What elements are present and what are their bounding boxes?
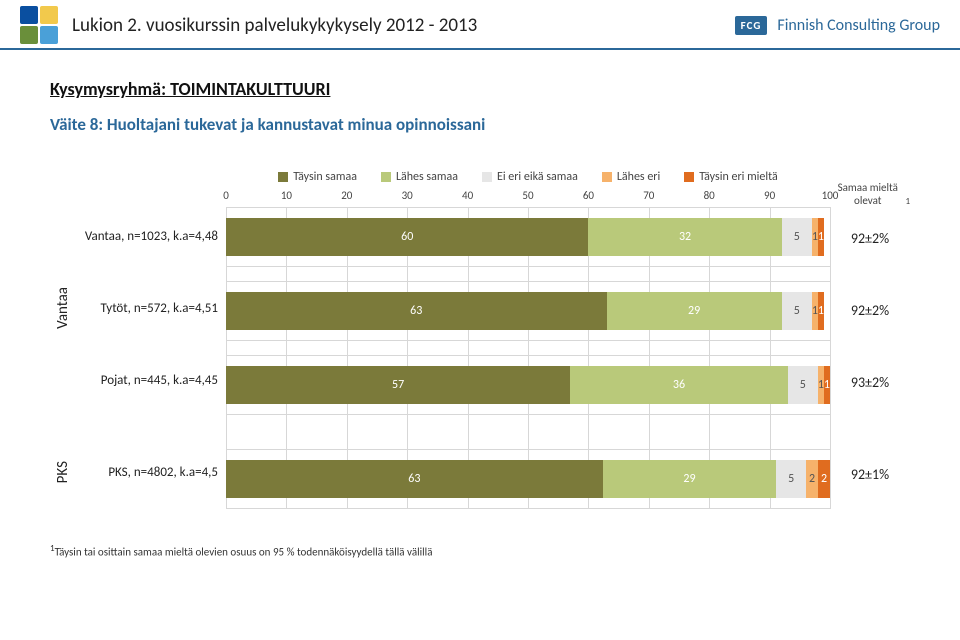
bar-segment: 2 — [818, 460, 830, 498]
legend: Täysin samaa Lähes samaa Ei eri eikä samaa… — [226, 165, 830, 189]
axis-tick: 90 — [764, 189, 775, 202]
legend-item: Ei eri eikä samaa — [482, 170, 578, 184]
legend-swatch — [482, 172, 492, 182]
bar-track: 6329522 — [226, 460, 830, 498]
claim-text: Väite 8: Huoltajani tukevat ja kannustav… — [50, 114, 910, 135]
plot-area: 6032511632951157365116329522 — [226, 207, 830, 509]
bar-row: 5736511 — [226, 355, 830, 415]
legend-swatch — [602, 172, 612, 182]
bar-segment: 29 — [607, 292, 782, 330]
axis-tick: 40 — [462, 189, 473, 202]
axis-tick: 10 — [281, 189, 292, 202]
legend-label: Lähes samaa — [396, 170, 458, 184]
header: Lukion 2. vuosikurssin palvelukykykysely… — [0, 0, 960, 50]
page-title: Lukion 2. vuosikurssin palvelukykykysely… — [72, 14, 477, 37]
crest-icon — [20, 6, 58, 44]
legend-item: Täysin samaa — [278, 170, 357, 184]
brand-box: FCG — [735, 16, 768, 35]
legend-swatch — [278, 172, 288, 182]
axis-tick: 70 — [643, 189, 654, 202]
brand-text: Finnish Consulting Group — [777, 16, 940, 35]
bar-segment: 5 — [776, 460, 806, 498]
axis-tick: 50 — [522, 189, 533, 202]
result-value: 93±2% — [830, 353, 910, 411]
row-label-col: Vantaa, n=1023, k.a=4,48 Tytöt, n=572, k.… — [76, 165, 226, 509]
bar-segment: 5 — [788, 366, 818, 404]
legend-item: Täysin eri mieltä — [684, 170, 778, 184]
result-value: 92±2% — [830, 209, 910, 267]
axis-tick: 80 — [704, 189, 715, 202]
axis-tick: 60 — [583, 189, 594, 202]
bar-segment: 63 — [226, 460, 603, 498]
axis-tick: 100 — [822, 189, 839, 202]
brand: FCG Finnish Consulting Group — [735, 16, 940, 35]
bar-segment: 1 — [818, 218, 824, 256]
group-side-label: Vantaa — [48, 287, 78, 329]
row-label: Vantaa, n=1023, k.a=4,48 — [76, 207, 226, 265]
bar-segment: 1 — [818, 292, 824, 330]
row-label: PKS, n=4802, k.a=4,5 — [76, 443, 226, 501]
legend-item: Lähes eri — [602, 170, 660, 184]
result-value: 92±1% — [830, 445, 910, 503]
side-label-col: Vantaa PKS — [50, 165, 76, 509]
legend-swatch — [684, 172, 694, 182]
result-col: Samaa mieltä olevat192±2%92±2%93±2%92±1% — [830, 165, 910, 509]
bar-segment: 5 — [782, 292, 812, 330]
legend-item: Lähes samaa — [381, 170, 458, 184]
legend-label: Täysin eri mieltä — [699, 170, 778, 184]
bar-track: 5736511 — [226, 366, 830, 404]
bar-segment: 5 — [782, 218, 812, 256]
chart: Vantaa PKS Vantaa, n=1023, k.a=4,48 Tytöt,… — [50, 165, 910, 509]
footnote: 1Täysin tai osittain samaa mieltä olevie… — [0, 509, 960, 559]
bar-segment: 2 — [806, 460, 818, 498]
result-header: Samaa mieltä olevat1 — [830, 165, 910, 209]
legend-label: Ei eri eikä samaa — [497, 170, 578, 184]
group-title: Kysymysryhmä: TOIMINTAKULTTUURI — [50, 78, 910, 100]
bar-track: 6329511 — [226, 292, 830, 330]
bar-row: 6329511 — [226, 281, 830, 341]
result-value: 92±2% — [830, 281, 910, 339]
bar-segment: 57 — [226, 366, 570, 404]
bar-segment: 36 — [570, 366, 787, 404]
plot-col: Täysin samaa Lähes samaa Ei eri eikä samaa… — [226, 165, 830, 509]
group-side-label: PKS — [48, 461, 78, 483]
bar-segment: 1 — [824, 366, 830, 404]
bar-segment: 63 — [226, 292, 607, 330]
bar-segment: 32 — [588, 218, 781, 256]
legend-swatch — [381, 172, 391, 182]
legend-label: Täysin samaa — [293, 170, 357, 184]
legend-label: Lähes eri — [617, 170, 660, 184]
bar-row: 6329522 — [226, 449, 830, 509]
footnote-text: Täysin tai osittain samaa mieltä olevien… — [55, 546, 433, 559]
axis-tick: 30 — [402, 189, 413, 202]
main: Kysymysryhmä: TOIMINTAKULTTUURI Väite 8:… — [0, 50, 960, 509]
row-label: Pojat, n=445, k.a=4,45 — [76, 351, 226, 409]
x-axis: 0102030405060708090100 — [226, 189, 830, 207]
bar-track: 6032511 — [226, 218, 830, 256]
axis-tick: 20 — [341, 189, 352, 202]
bar-row: 6032511 — [226, 207, 830, 267]
bar-segment: 60 — [226, 218, 588, 256]
header-left: Lukion 2. vuosikurssin palvelukykykysely… — [20, 6, 477, 44]
row-label: Tytöt, n=572, k.a=4,51 — [76, 279, 226, 337]
axis-tick: 0 — [223, 189, 229, 202]
bar-segment: 29 — [603, 460, 776, 498]
